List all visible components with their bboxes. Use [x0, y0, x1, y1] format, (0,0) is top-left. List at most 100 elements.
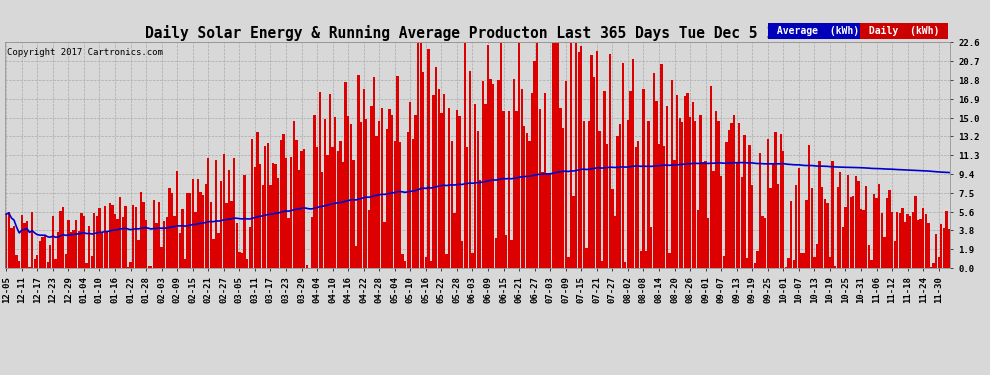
Bar — [192, 179, 194, 268]
Bar — [409, 102, 412, 268]
Bar — [694, 122, 696, 268]
Bar — [51, 216, 54, 268]
Bar — [619, 123, 622, 268]
Bar — [272, 163, 274, 268]
Bar — [748, 145, 750, 268]
Bar — [407, 132, 409, 268]
Bar — [933, 263, 935, 268]
Bar — [834, 266, 837, 268]
Bar — [165, 217, 168, 268]
Bar — [782, 151, 784, 268]
Bar — [531, 93, 534, 268]
Bar — [596, 51, 598, 268]
Bar — [75, 220, 77, 268]
Bar — [753, 263, 756, 268]
Bar — [761, 216, 763, 268]
Bar — [319, 92, 321, 268]
Bar — [745, 258, 748, 268]
Bar — [529, 141, 531, 268]
Bar — [580, 46, 582, 268]
Bar — [316, 147, 318, 268]
Bar — [883, 237, 885, 268]
Bar — [362, 89, 365, 268]
Bar — [220, 182, 223, 268]
Bar — [857, 181, 859, 268]
Bar — [912, 212, 914, 268]
Bar — [678, 118, 681, 268]
Bar — [124, 206, 127, 268]
Bar — [846, 175, 849, 268]
Bar — [143, 202, 145, 268]
Bar — [401, 254, 404, 268]
Bar — [425, 257, 427, 268]
Bar — [518, 43, 521, 268]
Bar — [59, 211, 61, 268]
Bar — [572, 196, 574, 268]
Bar — [497, 80, 500, 268]
Bar — [720, 176, 723, 268]
Bar — [189, 193, 191, 268]
Bar — [39, 241, 41, 268]
Bar — [138, 240, 140, 268]
Bar — [915, 196, 917, 268]
Bar — [458, 116, 460, 268]
Bar — [337, 151, 339, 268]
Bar — [98, 209, 101, 268]
Bar — [930, 267, 933, 268]
Bar — [878, 184, 880, 268]
Bar — [5, 214, 7, 268]
Bar — [832, 161, 834, 268]
Bar — [798, 168, 800, 268]
Bar — [148, 266, 149, 268]
Bar — [502, 111, 505, 268]
Bar — [901, 208, 904, 268]
Bar — [448, 108, 450, 268]
Bar — [702, 162, 704, 268]
Bar — [766, 138, 769, 268]
Bar — [349, 124, 351, 268]
Bar — [251, 139, 253, 268]
Bar — [184, 259, 186, 268]
Bar — [660, 64, 662, 268]
Bar — [300, 151, 303, 268]
Bar — [837, 187, 839, 268]
Bar — [590, 55, 593, 268]
Bar — [455, 110, 458, 268]
Bar — [290, 157, 292, 268]
Bar — [163, 221, 165, 268]
Bar — [391, 115, 393, 268]
Bar — [117, 219, 119, 268]
Bar — [928, 223, 930, 268]
Bar — [365, 118, 367, 268]
Bar — [56, 232, 59, 268]
Bar — [650, 227, 652, 268]
Bar — [624, 262, 627, 268]
Bar — [617, 136, 619, 268]
Bar — [450, 141, 453, 268]
Bar — [542, 172, 544, 268]
Bar — [787, 258, 790, 268]
Bar — [62, 207, 64, 268]
Bar — [663, 146, 665, 268]
Bar — [83, 216, 85, 268]
Bar — [731, 123, 733, 268]
Bar — [37, 255, 39, 268]
Bar — [644, 251, 647, 268]
Bar — [632, 58, 635, 268]
Bar — [404, 261, 406, 268]
Bar — [383, 222, 385, 268]
Bar — [266, 144, 269, 268]
Bar — [396, 76, 399, 268]
Bar — [194, 213, 196, 268]
Bar — [293, 121, 295, 268]
Bar — [684, 96, 686, 268]
Bar — [777, 184, 779, 268]
Bar — [233, 158, 236, 268]
Bar — [710, 86, 712, 268]
Bar — [583, 121, 585, 268]
Bar — [77, 231, 80, 268]
Bar — [152, 200, 155, 268]
Bar — [686, 93, 689, 268]
Bar — [394, 141, 396, 268]
Bar — [942, 228, 945, 268]
